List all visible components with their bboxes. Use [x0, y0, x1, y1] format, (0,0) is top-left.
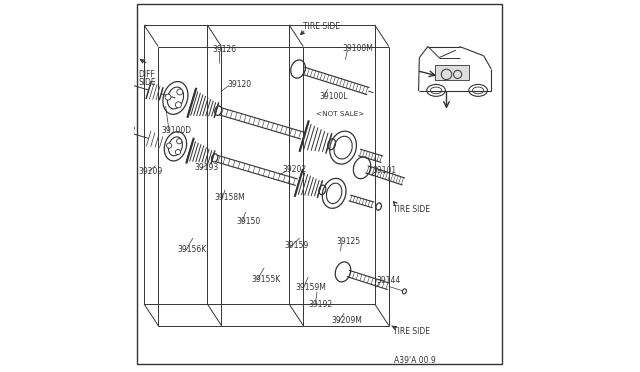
Circle shape	[177, 89, 183, 95]
Ellipse shape	[427, 84, 445, 96]
Text: 39156K: 39156K	[178, 245, 207, 254]
Text: TIRE SIDE: TIRE SIDE	[303, 22, 340, 31]
Text: 39155K: 39155K	[251, 275, 280, 283]
Ellipse shape	[468, 84, 488, 96]
Text: 39193: 39193	[195, 163, 219, 172]
Text: 39125: 39125	[337, 237, 361, 246]
Text: 39100M: 39100M	[342, 44, 373, 53]
Text: 39126: 39126	[212, 45, 236, 54]
Text: 39159: 39159	[285, 241, 309, 250]
Text: 39192: 39192	[309, 300, 333, 309]
Text: A39'A 00.9: A39'A 00.9	[394, 356, 436, 365]
Text: 39120: 39120	[227, 80, 251, 89]
Text: 39202: 39202	[283, 165, 307, 174]
Text: DIFF: DIFF	[138, 70, 156, 79]
Text: 39158M: 39158M	[214, 193, 244, 202]
Text: 39144: 39144	[376, 276, 401, 285]
Text: 39101: 39101	[372, 166, 396, 174]
Text: 39100L: 39100L	[319, 92, 348, 101]
Text: <NOT SALE>: <NOT SALE>	[316, 111, 365, 117]
Circle shape	[165, 94, 171, 100]
Text: 39209: 39209	[139, 167, 163, 176]
Circle shape	[177, 139, 182, 144]
Text: 39150: 39150	[236, 217, 260, 226]
Text: TIRE SIDE: TIRE SIDE	[392, 327, 429, 336]
Text: 39159M: 39159M	[296, 283, 326, 292]
Bar	[435, 65, 468, 80]
Text: 39100D: 39100D	[162, 126, 192, 135]
Circle shape	[175, 102, 181, 108]
Text: TIRE SIDE: TIRE SIDE	[392, 205, 429, 214]
Text: 39209M: 39209M	[332, 316, 363, 325]
Circle shape	[166, 143, 172, 148]
Circle shape	[175, 150, 180, 155]
Text: SIDE: SIDE	[138, 78, 156, 87]
